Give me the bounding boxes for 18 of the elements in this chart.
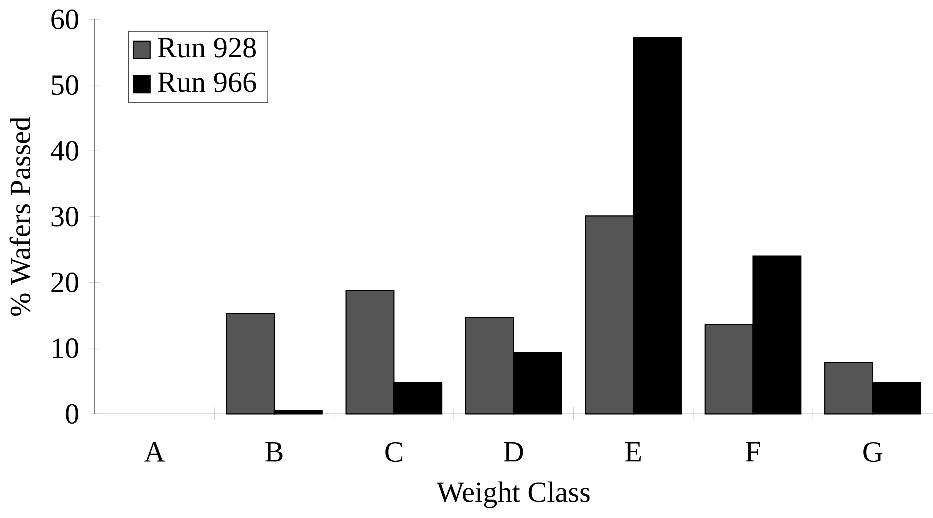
y-tick-label: 60 [52,10,78,30]
legend-label: Run 928 [158,38,256,58]
x-tick-label: A [144,442,166,462]
y-tick-label: 50 [52,75,78,96]
x-tick-label: C [386,442,402,462]
y-tick-label: 40 [50,141,78,161]
y-tick-label: 0 [66,404,78,424]
y-tick-label: 30 [52,206,78,227]
y-tick-label: 10 [52,338,78,358]
x-tick-label: B [266,442,283,462]
x-tick-label: G [864,442,883,462]
x-tick-label: D [504,442,524,462]
legend-label: Run 966 [158,72,256,92]
x-axis-title: Weight Class [436,482,590,508]
x-tick-label: F [746,442,760,462]
x-tick-label: E [625,442,642,462]
y-axis-title: % Wafers Passed [10,117,31,316]
y-tick-label: 20 [52,272,78,292]
